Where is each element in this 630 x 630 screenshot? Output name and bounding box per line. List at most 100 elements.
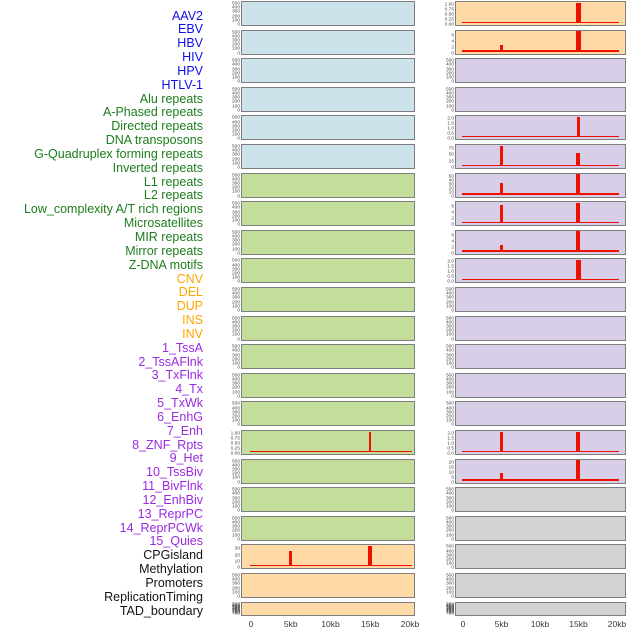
y-axis-tick-label: 100	[231, 417, 240, 423]
y-axis-tick-label: 200	[445, 499, 454, 505]
y-axis-tick-label: 500	[231, 515, 240, 521]
track-label: Promoters	[145, 575, 203, 590]
y-axis-tick-label: 100	[231, 331, 240, 338]
track-label: 3_TxFlnk	[151, 368, 203, 383]
track-label: 11_BivFlnk	[142, 479, 203, 494]
y-axis-tick-label: 0	[237, 50, 240, 56]
y-axis-tick-label: 400	[231, 290, 240, 296]
y-axis-tick-label: 0	[237, 221, 240, 227]
track-plot: 500 400 300 200 100 0	[232, 315, 415, 341]
y-axis-tick-label: 200	[231, 213, 240, 219]
y-axis-tick-label: 20	[234, 552, 240, 558]
track-plot: 500 400 300 200 100 0	[232, 401, 415, 427]
track-label: 1_TssA	[162, 340, 203, 355]
y-axis-tick-label: 100	[445, 532, 454, 538]
data-baseline	[461, 193, 619, 195]
y-axis-tick-label: 400	[231, 119, 240, 125]
y-axis-tick-label: 300	[231, 380, 240, 386]
y-axis-tick-label: 500	[231, 315, 240, 321]
track-plot: 500 400 300 200 100 0	[232, 201, 415, 227]
track-label: DNA transposons	[105, 133, 203, 148]
y-axis-tick-label: 300	[231, 237, 240, 243]
y-axis-tick-label: 150	[445, 608, 454, 614]
data-baseline	[461, 279, 619, 281]
y-axis-tick-label: 300	[445, 495, 454, 501]
y-axis-tick-label: 100	[445, 389, 454, 395]
y-axis-tick-label: 100	[445, 609, 454, 615]
data-baseline	[461, 221, 619, 224]
y-axis-tick-label: 4	[450, 38, 454, 44]
y-axis-tick-label: 75	[448, 145, 454, 151]
y-axis-tick-label: 1.00	[444, 1, 454, 7]
y-axis-tick-label: 500	[445, 343, 454, 349]
track-label: 14_ReprPCWk	[119, 520, 203, 535]
track-plot: 500 400 300 200 100 0	[232, 516, 415, 541]
track-label: DUP	[176, 299, 203, 314]
y-axis-tick-label: 200	[231, 70, 240, 76]
y-axis-tick-label: 400	[231, 490, 240, 497]
y-axis-tick-label: 200	[231, 499, 240, 505]
track-plot: 500 400 300 200 100 0	[445, 573, 626, 599]
y-axis-tick-label: 400	[231, 233, 240, 239]
y-axis-tick-label: 200	[231, 585, 240, 591]
track-plot: 500 400 300 200 100 0	[445, 58, 626, 84]
y-axis-tick-label: 200	[445, 356, 454, 362]
y-axis-tick-label: 0	[450, 564, 454, 571]
y-axis-tick-label: 200	[231, 270, 240, 276]
y-axis-tick-label: 400	[445, 90, 454, 96]
track-plot: 500 400 300 200 100 0	[445, 401, 626, 427]
y-axis-tick-label: 200	[445, 98, 454, 105]
y-axis-tick-label: 400	[445, 603, 454, 609]
y-axis-tick-label: 0.25	[230, 445, 240, 451]
y-axis-tick-label: 0.0	[446, 135, 454, 142]
y-axis-tick-label: 0	[237, 479, 240, 485]
y-axis-tick-label: 500	[231, 172, 240, 178]
y-axis-tick-label: 0.75	[444, 6, 454, 12]
track-label: Mirror repeats	[125, 243, 203, 258]
track-label: Directed repeats	[111, 119, 203, 134]
y-axis-tick-label: 30	[234, 545, 240, 552]
track-label: 2_TssAFlnk	[138, 354, 203, 369]
y-axis-tick-label: 400	[231, 176, 240, 182]
y-axis-tick-label: 0	[450, 593, 454, 599]
y-axis-tick-label: 400	[445, 376, 454, 382]
y-axis-tick-label: 300	[445, 294, 454, 301]
y-axis-tick-label: 350	[445, 604, 454, 610]
y-axis-tick-label: 25	[448, 158, 454, 164]
y-axis-tick-label: 300	[445, 552, 454, 558]
y-axis-tick-label: 6	[450, 32, 454, 38]
track-plot: 75 50 25 0	[448, 144, 626, 170]
y-axis-tick-label: 0.50	[444, 11, 454, 17]
y-axis-tick-label: 0	[450, 336, 454, 342]
y-axis-tick-label: 200	[445, 556, 454, 562]
y-axis-tick-label: 0	[450, 479, 454, 485]
track-label: 13_ReprPC	[137, 506, 203, 521]
y-axis-tick-label: 400	[231, 603, 240, 609]
data-baseline	[461, 50, 619, 52]
data-spike	[576, 460, 580, 481]
track-label: 6_EnhG	[157, 409, 203, 424]
y-axis-tick-label: 0	[237, 421, 240, 428]
y-axis-tick-label: 300	[231, 37, 240, 43]
y-axis-tick-label: 200	[445, 527, 454, 534]
y-axis-tick-label: 0	[450, 107, 454, 113]
data-spike	[288, 550, 292, 567]
y-axis-tick-label: 100	[445, 303, 454, 309]
y-axis-tick-label: 500	[231, 229, 240, 235]
track-label: Low_complexity A/T rich regions	[23, 202, 203, 217]
track-label: INS	[182, 313, 203, 328]
y-axis-tick-label: 500	[231, 343, 240, 349]
track-label: INV	[182, 326, 203, 341]
y-axis-tick-label: 100	[445, 503, 454, 509]
y-axis-tick-label: 400	[231, 61, 240, 68]
y-axis-tick-label: 100	[445, 589, 454, 595]
y-axis-tick-label: 200	[231, 470, 240, 476]
y-axis-tick-label: 100	[231, 74, 240, 80]
track-plot: 500 400 300 200 100 0	[232, 115, 415, 141]
y-axis-tick-label: 100	[231, 131, 240, 137]
track-plot: 500 400 300 200 100 0	[232, 344, 415, 370]
y-axis-tick-label: 2	[450, 215, 454, 221]
data-baseline	[461, 136, 619, 138]
data-spike	[499, 245, 503, 252]
